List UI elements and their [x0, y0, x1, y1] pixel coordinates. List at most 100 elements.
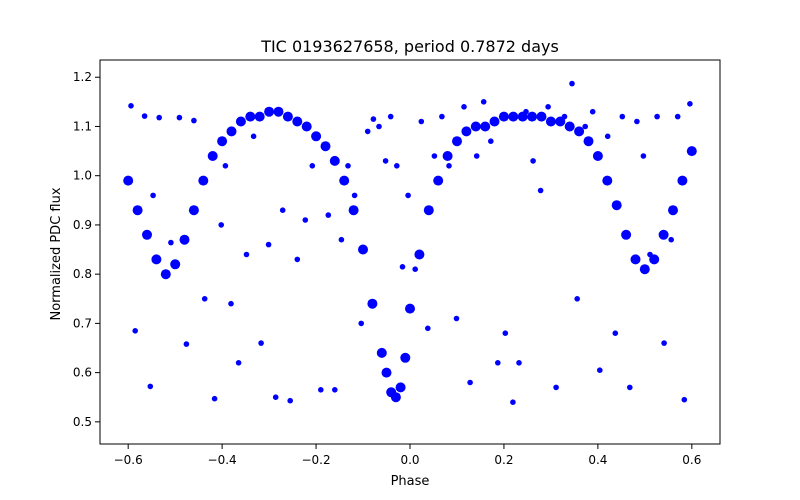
- data-point: [320, 141, 331, 152]
- data-point: [235, 116, 246, 127]
- data-point: [123, 175, 134, 186]
- x-axis-ticks: −0.6 −0.4 −0.2 0.0 0.2 0.4 0.6: [114, 444, 701, 467]
- data-point: [668, 205, 678, 216]
- data-point: [282, 111, 293, 122]
- data-point: [634, 118, 640, 125]
- x-tick-label: −0.4: [208, 453, 237, 467]
- data-point: [207, 151, 218, 161]
- data-point: [381, 367, 392, 378]
- data-point: [654, 113, 660, 120]
- data-point: [367, 298, 378, 309]
- data-point: [630, 254, 641, 265]
- data-point: [141, 113, 148, 119]
- data-point: [446, 163, 452, 169]
- data-point: [265, 241, 272, 248]
- data-point: [150, 192, 156, 199]
- data-point: [198, 175, 209, 186]
- data-point: [527, 111, 538, 122]
- data-point: [128, 103, 134, 109]
- data-point: [399, 264, 406, 270]
- data-point: [156, 114, 162, 121]
- data-point: [495, 360, 501, 366]
- data-point: [183, 341, 190, 347]
- data-point: [364, 128, 371, 135]
- data-point: [191, 117, 197, 124]
- data-point: [264, 106, 275, 117]
- data-point: [318, 387, 324, 393]
- x-tick-label: 0.6: [682, 453, 701, 467]
- y-tick-label: 0.5: [73, 415, 92, 429]
- data-point: [405, 303, 415, 314]
- data-point: [351, 192, 358, 199]
- data-point: [536, 111, 547, 122]
- x-tick-label: 0.0: [400, 453, 419, 467]
- data-point: [545, 116, 556, 127]
- data-point: [376, 347, 387, 358]
- data-point: [258, 340, 264, 346]
- data-point: [176, 114, 183, 121]
- data-point: [619, 113, 626, 120]
- data-point: [160, 269, 171, 280]
- data-point: [612, 330, 619, 337]
- data-point: [574, 126, 585, 137]
- data-point: [273, 106, 284, 117]
- data-point: [222, 163, 229, 169]
- y-tick-label: 0.9: [73, 218, 92, 232]
- data-point: [235, 360, 242, 366]
- data-point: [516, 360, 522, 366]
- data-point: [423, 205, 434, 216]
- data-point: [302, 217, 309, 223]
- data-point: [658, 229, 669, 240]
- data-point: [142, 229, 152, 240]
- x-tick-label: 0.2: [494, 453, 513, 467]
- data-point: [431, 153, 438, 159]
- data-point: [376, 123, 382, 130]
- data-point: [686, 146, 697, 157]
- data-point: [395, 382, 406, 393]
- data-point: [370, 116, 377, 122]
- y-tick-label: 0.7: [73, 316, 92, 330]
- data-point: [523, 108, 529, 115]
- data-point: [611, 200, 622, 211]
- data-point: [170, 259, 181, 270]
- data-point: [294, 256, 301, 263]
- data-point: [510, 399, 516, 406]
- data-point: [473, 153, 480, 159]
- data-point: [394, 163, 400, 169]
- x-tick-label: −0.2: [301, 453, 330, 467]
- data-point: [405, 192, 411, 199]
- data-point: [339, 175, 350, 186]
- data-point: [412, 266, 419, 273]
- data-point: [555, 116, 566, 127]
- data-point: [569, 80, 575, 87]
- data-point: [681, 396, 688, 403]
- data-point: [245, 111, 256, 122]
- x-axis-label: Phase: [391, 474, 430, 489]
- data-point: [498, 111, 509, 122]
- plot-area-frame: [99, 59, 721, 445]
- data-point: [226, 126, 237, 137]
- data-point: [467, 379, 473, 386]
- y-tick-label: 1.0: [73, 169, 92, 183]
- data-point: [453, 315, 460, 322]
- data-point: [414, 249, 425, 260]
- data-point: [582, 123, 588, 130]
- data-point: [390, 392, 401, 403]
- data-point: [301, 121, 312, 132]
- data-point: [287, 397, 294, 404]
- data-point: [592, 151, 603, 161]
- data-point: [480, 99, 487, 105]
- data-point: [574, 296, 580, 302]
- data-point: [418, 118, 425, 125]
- data-point: [480, 121, 491, 132]
- data-point: [151, 254, 162, 265]
- data-point: [583, 136, 594, 147]
- x-tick-label: −0.6: [114, 453, 143, 467]
- y-tick-label: 1.2: [73, 70, 92, 84]
- data-point: [168, 239, 174, 246]
- data-point: [425, 325, 431, 332]
- data-point: [452, 136, 462, 147]
- y-tick-label: 0.6: [73, 366, 92, 380]
- data-point: [647, 251, 653, 258]
- data-point: [687, 101, 693, 107]
